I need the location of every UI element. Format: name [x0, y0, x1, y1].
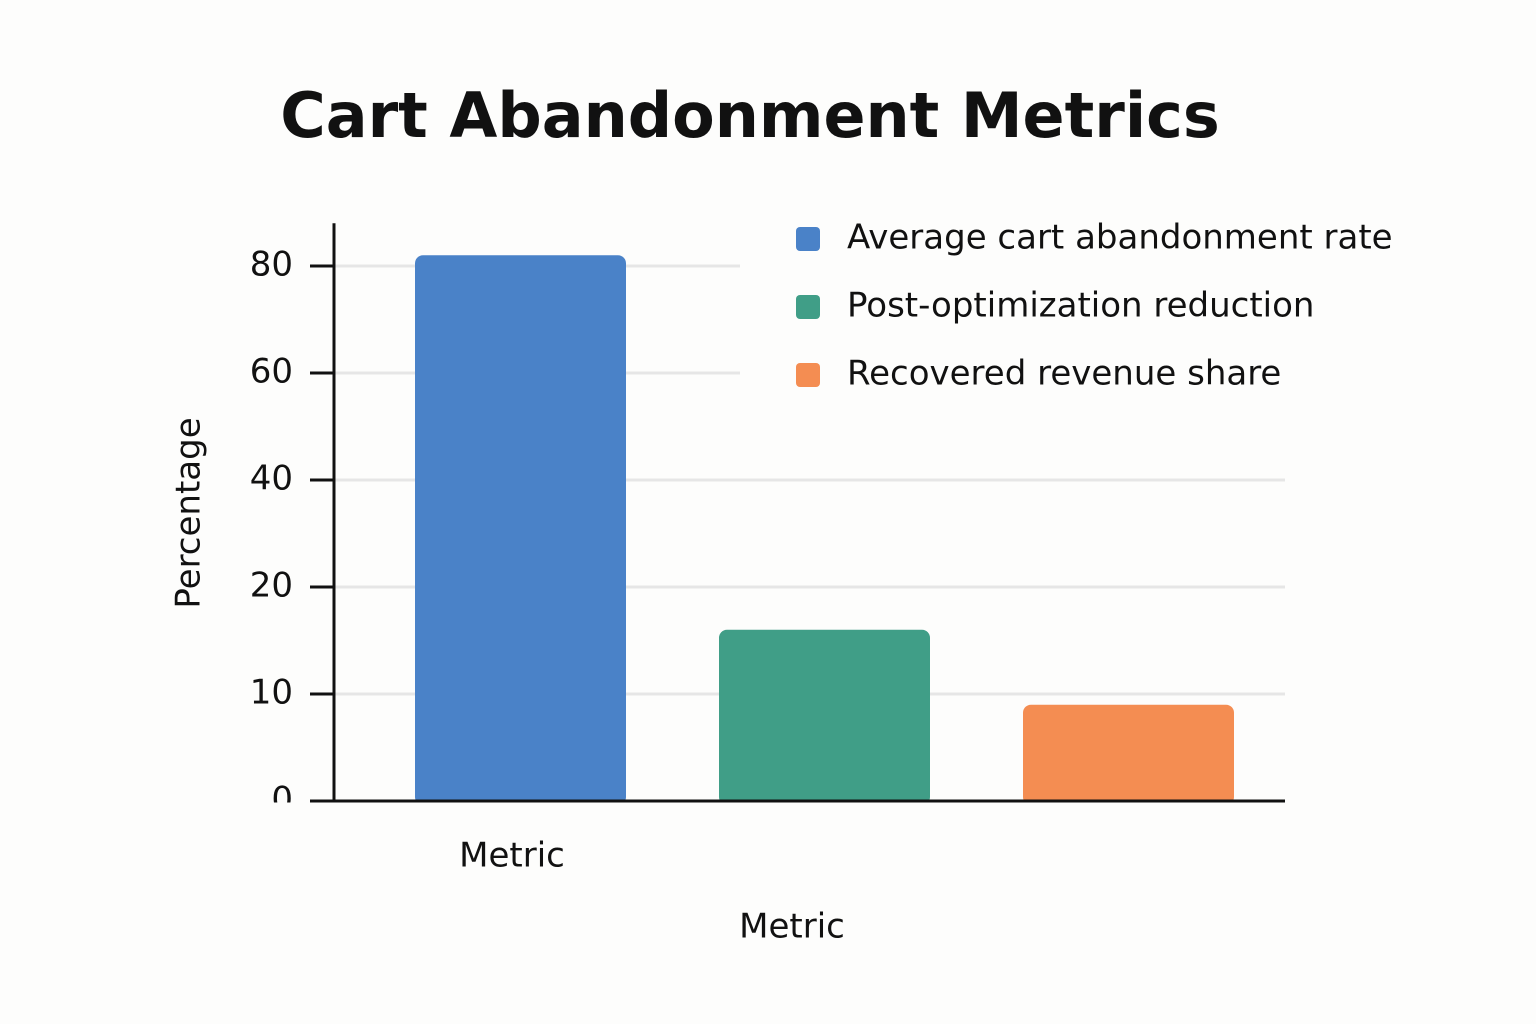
y-tick-label: 80 [250, 245, 293, 285]
bar [415, 255, 626, 806]
legend-label: Post-optimization reduction [847, 286, 1314, 326]
bar [719, 629, 930, 805]
chart-title: Cart Abandonment Metrics [280, 79, 1219, 152]
x-axis-label: Metric [739, 907, 845, 947]
y-tick-label: 0 [271, 780, 293, 820]
y-axis-label: Percentage [169, 417, 209, 608]
y-tick-label: 10 [250, 673, 293, 713]
legend-background [740, 205, 1420, 410]
legend-swatch [796, 295, 820, 319]
legend-swatch [796, 227, 820, 251]
legend-label: Recovered revenue share [847, 354, 1281, 394]
legend-swatch [796, 363, 820, 387]
y-tick-label: 20 [250, 566, 293, 606]
legend-label: Average cart abandonment rate [847, 218, 1393, 258]
axis-cover [0, 802, 1536, 813]
x-tick-label: Metric [459, 836, 565, 876]
y-tick-label: 40 [250, 459, 293, 499]
bar [1023, 704, 1234, 805]
y-tick-label: 60 [250, 352, 293, 392]
